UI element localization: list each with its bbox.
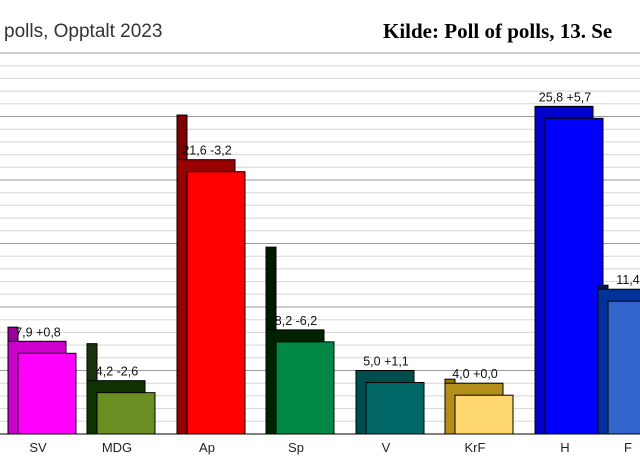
bar-current-v: [365, 382, 425, 435]
chart-source: Kilde: Poll of polls, 13. Se: [383, 19, 612, 43]
data-label-krf: 4,0 +0,0: [452, 367, 498, 381]
bar-current-f: [607, 300, 640, 435]
bar-current-ap: [186, 171, 246, 435]
bars-layer: [7, 105, 640, 435]
category-label-h: H: [560, 440, 569, 455]
category-label-krf: KrF: [465, 440, 486, 455]
chart-subtitle: polls, Opptalt 2023: [4, 21, 162, 42]
bar-current-krf: [454, 394, 514, 435]
category-label-f: F: [624, 440, 632, 455]
data-label-mdg: 4,2 -2,6: [96, 365, 138, 379]
data-label-sv: 7,9 +0,8: [15, 325, 61, 339]
bar-current-sv: [17, 352, 77, 435]
category-label-mdg: MDG: [102, 440, 132, 455]
data-labels-layer: 7,9 +0,8 4,2 -2,6 21,6 -3,2 8,2 -6,2 5,0 +1,…: [15, 90, 640, 381]
category-label-sp: Sp: [288, 440, 304, 455]
data-label-sp: 8,2 -6,2: [275, 314, 317, 328]
bar-current-h: [544, 117, 604, 435]
data-label-v: 5,0 +1,1: [363, 355, 409, 369]
data-label-h: 25,8 +5,7: [539, 90, 592, 104]
data-label-ap: 21,6 -3,2: [182, 144, 231, 158]
bar-current-mdg: [96, 392, 156, 435]
category-label-v: V: [382, 440, 391, 455]
category-label-ap: Ap: [199, 440, 215, 455]
x-axis-tick-labels: SV MDG Ap Sp V KrF H F: [29, 440, 632, 455]
data-label-f: 11,4: [616, 273, 639, 287]
grid-lines: [0, 52, 640, 422]
category-label-sv: SV: [29, 440, 47, 455]
bar-current-sp: [275, 341, 335, 435]
